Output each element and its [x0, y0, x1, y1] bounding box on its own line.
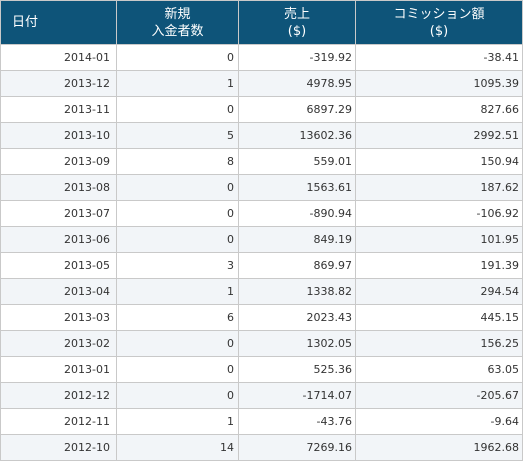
date-cell: 2013-12 [0, 70, 117, 97]
date-cell: 2013-02 [0, 330, 117, 357]
sales-cell: 849.19 [238, 226, 356, 253]
table-row: 2014-01 0 -319.92 -38.41 [0, 44, 523, 71]
date-header-label: 日付 [12, 15, 39, 30]
commission-cell: -38.41 [355, 44, 523, 71]
table-row: 2013-08 0 1563.61 187.62 [0, 174, 523, 201]
new-depositors-header-line1: 新規 [164, 6, 191, 22]
commission-cell: 187.62 [355, 174, 523, 201]
sales-cell: 4978.95 [238, 70, 356, 97]
sales-cell: 559.01 [238, 148, 356, 175]
sales-cell: 869.97 [238, 252, 356, 279]
table-row: 2013-06 0 849.19 101.95 [0, 226, 523, 253]
table-row: 2013-01 0 525.36 63.05 [0, 356, 523, 383]
sales-cell: 2023.43 [238, 304, 356, 331]
sales-cell: -1714.07 [238, 382, 356, 409]
date-cell: 2013-03 [0, 304, 117, 331]
new-depositors-cell: 0 [116, 44, 239, 71]
sales-cell: -319.92 [238, 44, 356, 71]
sales-cell: 1302.05 [238, 330, 356, 357]
table-row: 2013-09 8 559.01 150.94 [0, 148, 523, 175]
commission-column-header: コミッション額 ($) [355, 0, 523, 45]
commission-cell: 1962.68 [355, 434, 523, 461]
new-depositors-cell: 6 [116, 304, 239, 331]
table-row: 2013-03 6 2023.43 445.15 [0, 304, 523, 331]
date-cell: 2012-10 [0, 434, 117, 461]
new-depositors-cell: 0 [116, 330, 239, 357]
date-cell: 2013-11 [0, 96, 117, 123]
table-row: 2012-10 14 7269.16 1962.68 [0, 434, 523, 461]
date-cell: 2013-09 [0, 148, 117, 175]
commission-cell: 294.54 [355, 278, 523, 305]
new-depositors-cell: 1 [116, 278, 239, 305]
commission-cell: 101.95 [355, 226, 523, 253]
table-row: 2013-05 3 869.97 191.39 [0, 252, 523, 279]
date-column-header: 日付 [0, 0, 117, 45]
commission-cell: 150.94 [355, 148, 523, 175]
sales-cell: 1338.82 [238, 278, 356, 305]
sales-cell: 13602.36 [238, 122, 356, 149]
table-header-row: 日付 新規 入金者数 売上 ($) コミッション額 ($) [0, 0, 523, 45]
new-depositors-cell: 0 [116, 200, 239, 227]
new-depositors-cell: 0 [116, 226, 239, 253]
sales-header-line1: 売上 [283, 6, 310, 22]
commission-cell: -9.64 [355, 408, 523, 435]
table-row: 2013-02 0 1302.05 156.25 [0, 330, 523, 357]
table-row: 2013-04 1 1338.82 294.54 [0, 278, 523, 305]
date-cell: 2013-06 [0, 226, 117, 253]
table-row: 2013-10 5 13602.36 2992.51 [0, 122, 523, 149]
table-body: 2014-01 0 -319.92 -38.41 2013-12 1 4978.95 1095… [0, 44, 523, 461]
date-cell: 2013-10 [0, 122, 117, 149]
sales-cell: -890.94 [238, 200, 356, 227]
sales-cell: -43.76 [238, 408, 356, 435]
date-cell: 2013-07 [0, 200, 117, 227]
table-row: 2012-12 0 -1714.07 -205.67 [0, 382, 523, 409]
sales-column-header: 売上 ($) [238, 0, 356, 45]
date-cell: 2014-01 [0, 44, 117, 71]
commission-cell: 2992.51 [355, 122, 523, 149]
new-depositors-header-line2: 入金者数 [151, 23, 204, 39]
new-depositors-cell: 1 [116, 408, 239, 435]
new-depositors-cell: 1 [116, 70, 239, 97]
sales-cell: 525.36 [238, 356, 356, 383]
sales-cell: 7269.16 [238, 434, 356, 461]
table-row: 2013-12 1 4978.95 1095.39 [0, 70, 523, 97]
new-depositors-cell: 0 [116, 174, 239, 201]
commission-cell: 63.05 [355, 356, 523, 383]
date-cell: 2013-04 [0, 278, 117, 305]
commission-cell: 1095.39 [355, 70, 523, 97]
date-cell: 2013-05 [0, 252, 117, 279]
new-depositors-cell: 5 [116, 122, 239, 149]
sales-cell: 1563.61 [238, 174, 356, 201]
commission-cell: 156.25 [355, 330, 523, 357]
sales-cell: 6897.29 [238, 96, 356, 123]
new-depositors-cell: 0 [116, 382, 239, 409]
monthly-report-table: 日付 新規 入金者数 売上 ($) コミッション額 ($) 2014-01 0 -3… [0, 0, 523, 461]
new-depositors-column-header: 新規 入金者数 [116, 0, 239, 45]
commission-cell: 445.15 [355, 304, 523, 331]
commission-header-line1: コミッション額 [393, 6, 485, 22]
new-depositors-cell: 0 [116, 96, 239, 123]
date-cell: 2013-08 [0, 174, 117, 201]
new-depositors-cell: 8 [116, 148, 239, 175]
commission-cell: -106.92 [355, 200, 523, 227]
table-row: 2013-07 0 -890.94 -106.92 [0, 200, 523, 227]
new-depositors-cell: 14 [116, 434, 239, 461]
sales-header-unit: ($) [287, 23, 307, 39]
table-row: 2012-11 1 -43.76 -9.64 [0, 408, 523, 435]
commission-header-unit: ($) [429, 23, 449, 39]
commission-cell: 827.66 [355, 96, 523, 123]
table-row: 2013-11 0 6897.29 827.66 [0, 96, 523, 123]
date-cell: 2012-11 [0, 408, 117, 435]
date-cell: 2013-01 [0, 356, 117, 383]
date-cell: 2012-12 [0, 382, 117, 409]
new-depositors-cell: 3 [116, 252, 239, 279]
commission-cell: -205.67 [355, 382, 523, 409]
new-depositors-cell: 0 [116, 356, 239, 383]
commission-cell: 191.39 [355, 252, 523, 279]
